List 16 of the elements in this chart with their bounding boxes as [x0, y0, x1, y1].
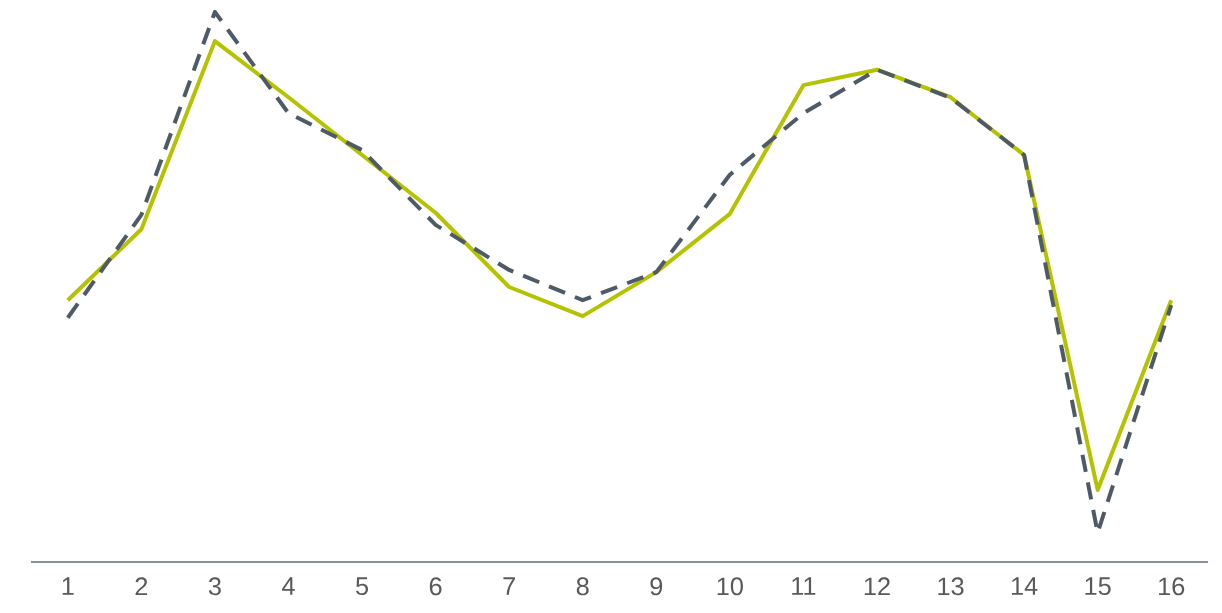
x-tick-label: 8 [576, 577, 589, 596]
x-tick-label: 5 [356, 577, 369, 596]
x-tick-label: 6 [429, 577, 442, 596]
x-tick-label: 2 [135, 577, 148, 596]
x-tick-label: 13 [938, 577, 964, 596]
x-tick-label: 11 [792, 577, 816, 595]
x-tick-label: 4 [282, 577, 295, 595]
x-tick-label: 12 [864, 577, 890, 596]
x-tick-label: 10 [717, 577, 743, 596]
x-tick-label: 9 [650, 577, 663, 596]
x-tick-label: 16 [1159, 577, 1185, 596]
x-tick-label: 15 [1085, 577, 1111, 596]
x-tick-label: 1 [62, 577, 74, 595]
x-tick-label: 14 [1011, 577, 1038, 595]
x-tick-label: 3 [208, 577, 221, 596]
x-tick-label: 7 [503, 577, 515, 595]
